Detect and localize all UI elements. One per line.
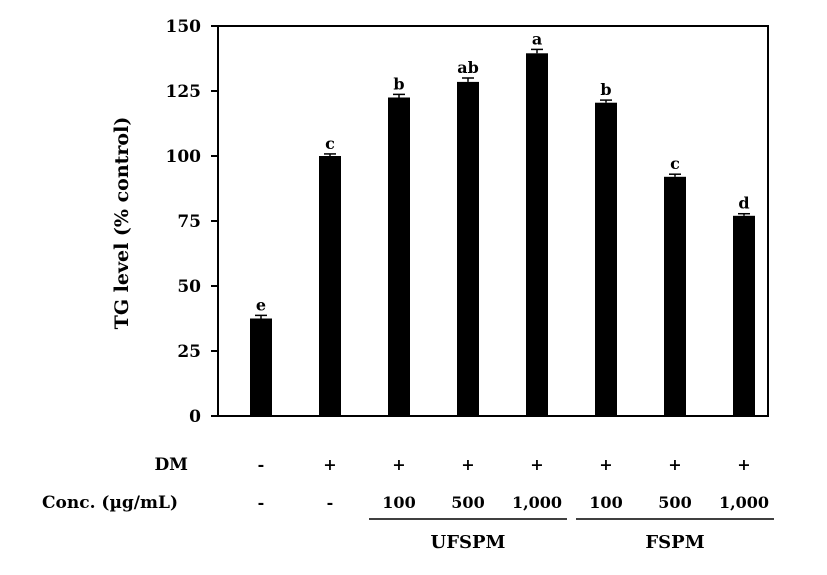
significance-letter: b xyxy=(393,74,404,93)
bars xyxy=(250,53,755,417)
y-tick-label: 50 xyxy=(177,277,201,297)
y-tick-label: 100 xyxy=(166,147,202,167)
plot-frame xyxy=(217,25,769,417)
row-cell: 100 xyxy=(589,493,622,512)
significance-letter: a xyxy=(532,29,542,48)
y-axis-ticks: 0 25 50 75 100 125 150 xyxy=(166,17,218,427)
row-cell: + xyxy=(737,455,750,474)
row-cell: + xyxy=(392,455,405,474)
bar xyxy=(526,53,548,417)
row-header: DM xyxy=(154,455,188,475)
y-tick-label: 125 xyxy=(166,82,202,102)
row-cell: + xyxy=(599,455,612,474)
row-header: Conc. (µg/mL) xyxy=(42,493,178,513)
significance-letter: d xyxy=(738,194,749,213)
bar xyxy=(664,176,686,416)
bar xyxy=(595,102,617,416)
row-cell: 500 xyxy=(451,493,484,512)
y-axis-title: TG level (% control) xyxy=(111,117,133,330)
row-cell: - xyxy=(258,493,265,512)
group-label: FSPM xyxy=(645,532,704,553)
significance-letter: c xyxy=(325,134,335,153)
row-cell: + xyxy=(461,455,474,474)
bar xyxy=(457,81,479,417)
significance-letter: b xyxy=(600,80,611,99)
condition-rows: DM - + + + + + + + Conc. (µg/mL) - - 100 500 1,000 100 5… xyxy=(42,455,769,513)
row-cell: 1,000 xyxy=(719,493,769,512)
row-cell: - xyxy=(327,493,334,512)
y-tick-label: 25 xyxy=(177,342,201,362)
bar xyxy=(388,97,410,416)
row-cell: + xyxy=(530,455,543,474)
significance-letter: e xyxy=(256,295,266,314)
significance-letter: ab xyxy=(457,58,479,77)
group-label: UFSPM xyxy=(431,532,506,553)
row-cell: 100 xyxy=(382,493,415,512)
y-tick-label: 0 xyxy=(189,407,201,427)
bar xyxy=(733,215,755,416)
bar xyxy=(250,318,272,416)
row-cell: + xyxy=(323,455,336,474)
y-tick-label: 75 xyxy=(177,212,201,232)
row-cell: 1,000 xyxy=(512,493,562,512)
row-cell: + xyxy=(668,455,681,474)
bar xyxy=(319,156,341,416)
error-bars xyxy=(255,48,750,319)
group-labels: UFSPM FSPM xyxy=(369,518,774,553)
row-cell: 500 xyxy=(658,493,691,512)
y-tick-label: 150 xyxy=(166,17,202,37)
row-cell: - xyxy=(258,455,265,474)
significance-letter: c xyxy=(670,154,680,173)
